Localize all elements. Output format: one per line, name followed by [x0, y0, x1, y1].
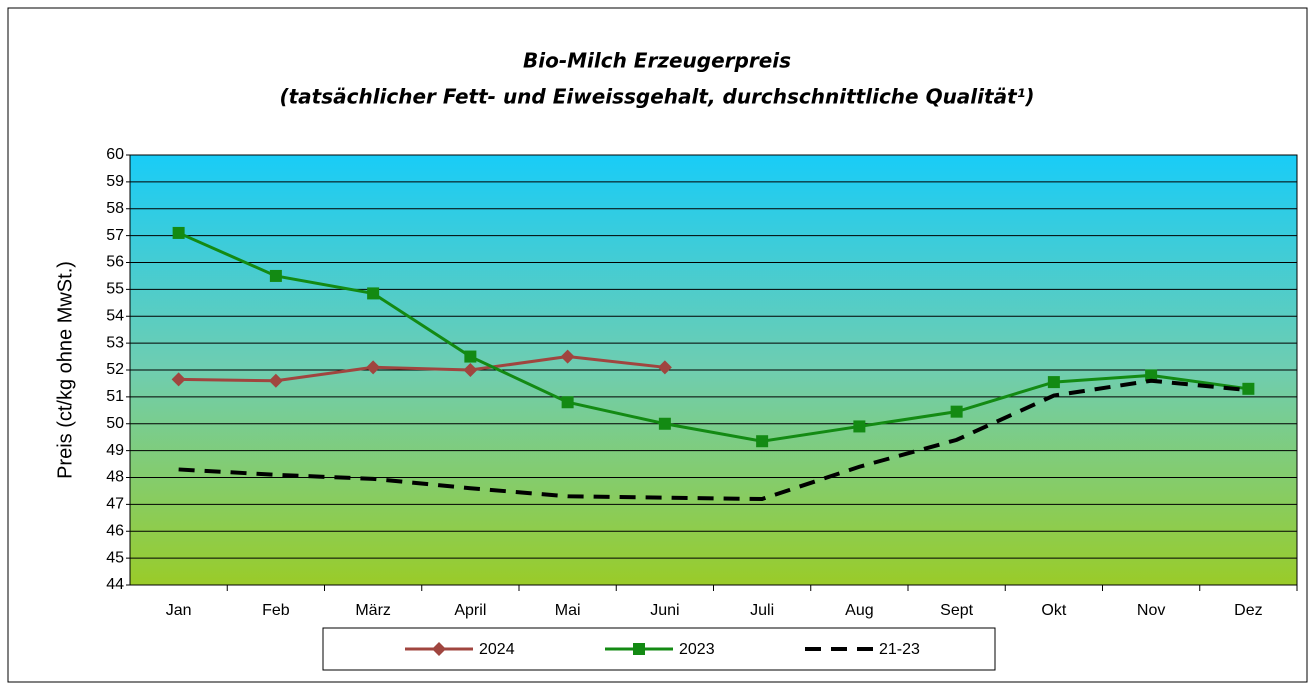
x-tick-label: Aug	[845, 602, 873, 619]
x-tick-label: Sept	[940, 602, 973, 619]
marker	[463, 363, 478, 377]
legend-label: 2023	[679, 641, 715, 658]
x-tick-label: Mai	[555, 602, 581, 619]
y-tick-label: 47	[106, 496, 124, 513]
marker	[366, 360, 381, 375]
y-tick-label: 50	[106, 415, 124, 432]
y-tick-label: 54	[106, 307, 124, 324]
legend-label: 21-23	[879, 641, 920, 658]
series-line	[178, 231, 1249, 443]
marker	[171, 372, 186, 387]
y-axis-label: Preis (ct/kg ohne MwSt.)	[54, 261, 76, 479]
marker	[950, 405, 963, 418]
marker	[268, 373, 283, 388]
chart-subtitle: (tatsächlicher Fett- und Eiweissgehalt, …	[279, 85, 1034, 109]
marker	[560, 349, 575, 364]
marker	[1145, 369, 1158, 382]
x-tick-label: Dez	[1234, 602, 1262, 619]
marker	[1047, 376, 1060, 389]
marker	[633, 643, 645, 655]
y-tick-label: 53	[106, 334, 124, 351]
y-tick-label: 59	[106, 173, 124, 190]
x-tick-label: Nov	[1137, 602, 1165, 619]
y-tick-label: 48	[106, 469, 124, 486]
series-line	[178, 355, 666, 383]
y-tick-label: 46	[106, 522, 124, 539]
y-tick-label: 45	[106, 549, 124, 566]
series-line	[178, 378, 1249, 502]
marker	[756, 435, 769, 448]
x-tick-label: Okt	[1041, 602, 1066, 619]
y-tick-label: 60	[106, 146, 124, 163]
y-tick-label: 49	[106, 442, 124, 459]
y-tick-label: 58	[106, 200, 124, 217]
x-tick-label: Juni	[650, 602, 679, 619]
marker	[464, 350, 477, 363]
x-tick-label: Jan	[166, 602, 192, 619]
y-tick-label: 51	[106, 388, 124, 405]
y-tick-label: 52	[106, 361, 124, 378]
marker	[269, 269, 282, 282]
marker	[172, 226, 185, 239]
x-tick-label: Feb	[262, 602, 290, 619]
marker	[561, 396, 574, 409]
marker	[657, 360, 672, 375]
y-tick-label: 57	[106, 227, 124, 244]
x-tick-label: März	[355, 602, 391, 619]
marker	[853, 420, 866, 433]
x-tick-label: Juli	[750, 602, 774, 619]
x-tick-label: April	[454, 602, 486, 619]
y-tick-label: 55	[106, 281, 124, 298]
marker	[432, 642, 446, 656]
chart-title: Bio-Milch Erzeugerpreis	[523, 49, 791, 73]
marker	[1242, 382, 1255, 395]
marker	[658, 417, 671, 430]
marker	[367, 287, 380, 300]
legend-label: 2024	[479, 641, 515, 658]
y-tick-label: 56	[106, 254, 124, 271]
y-tick-label: 44	[106, 576, 124, 593]
